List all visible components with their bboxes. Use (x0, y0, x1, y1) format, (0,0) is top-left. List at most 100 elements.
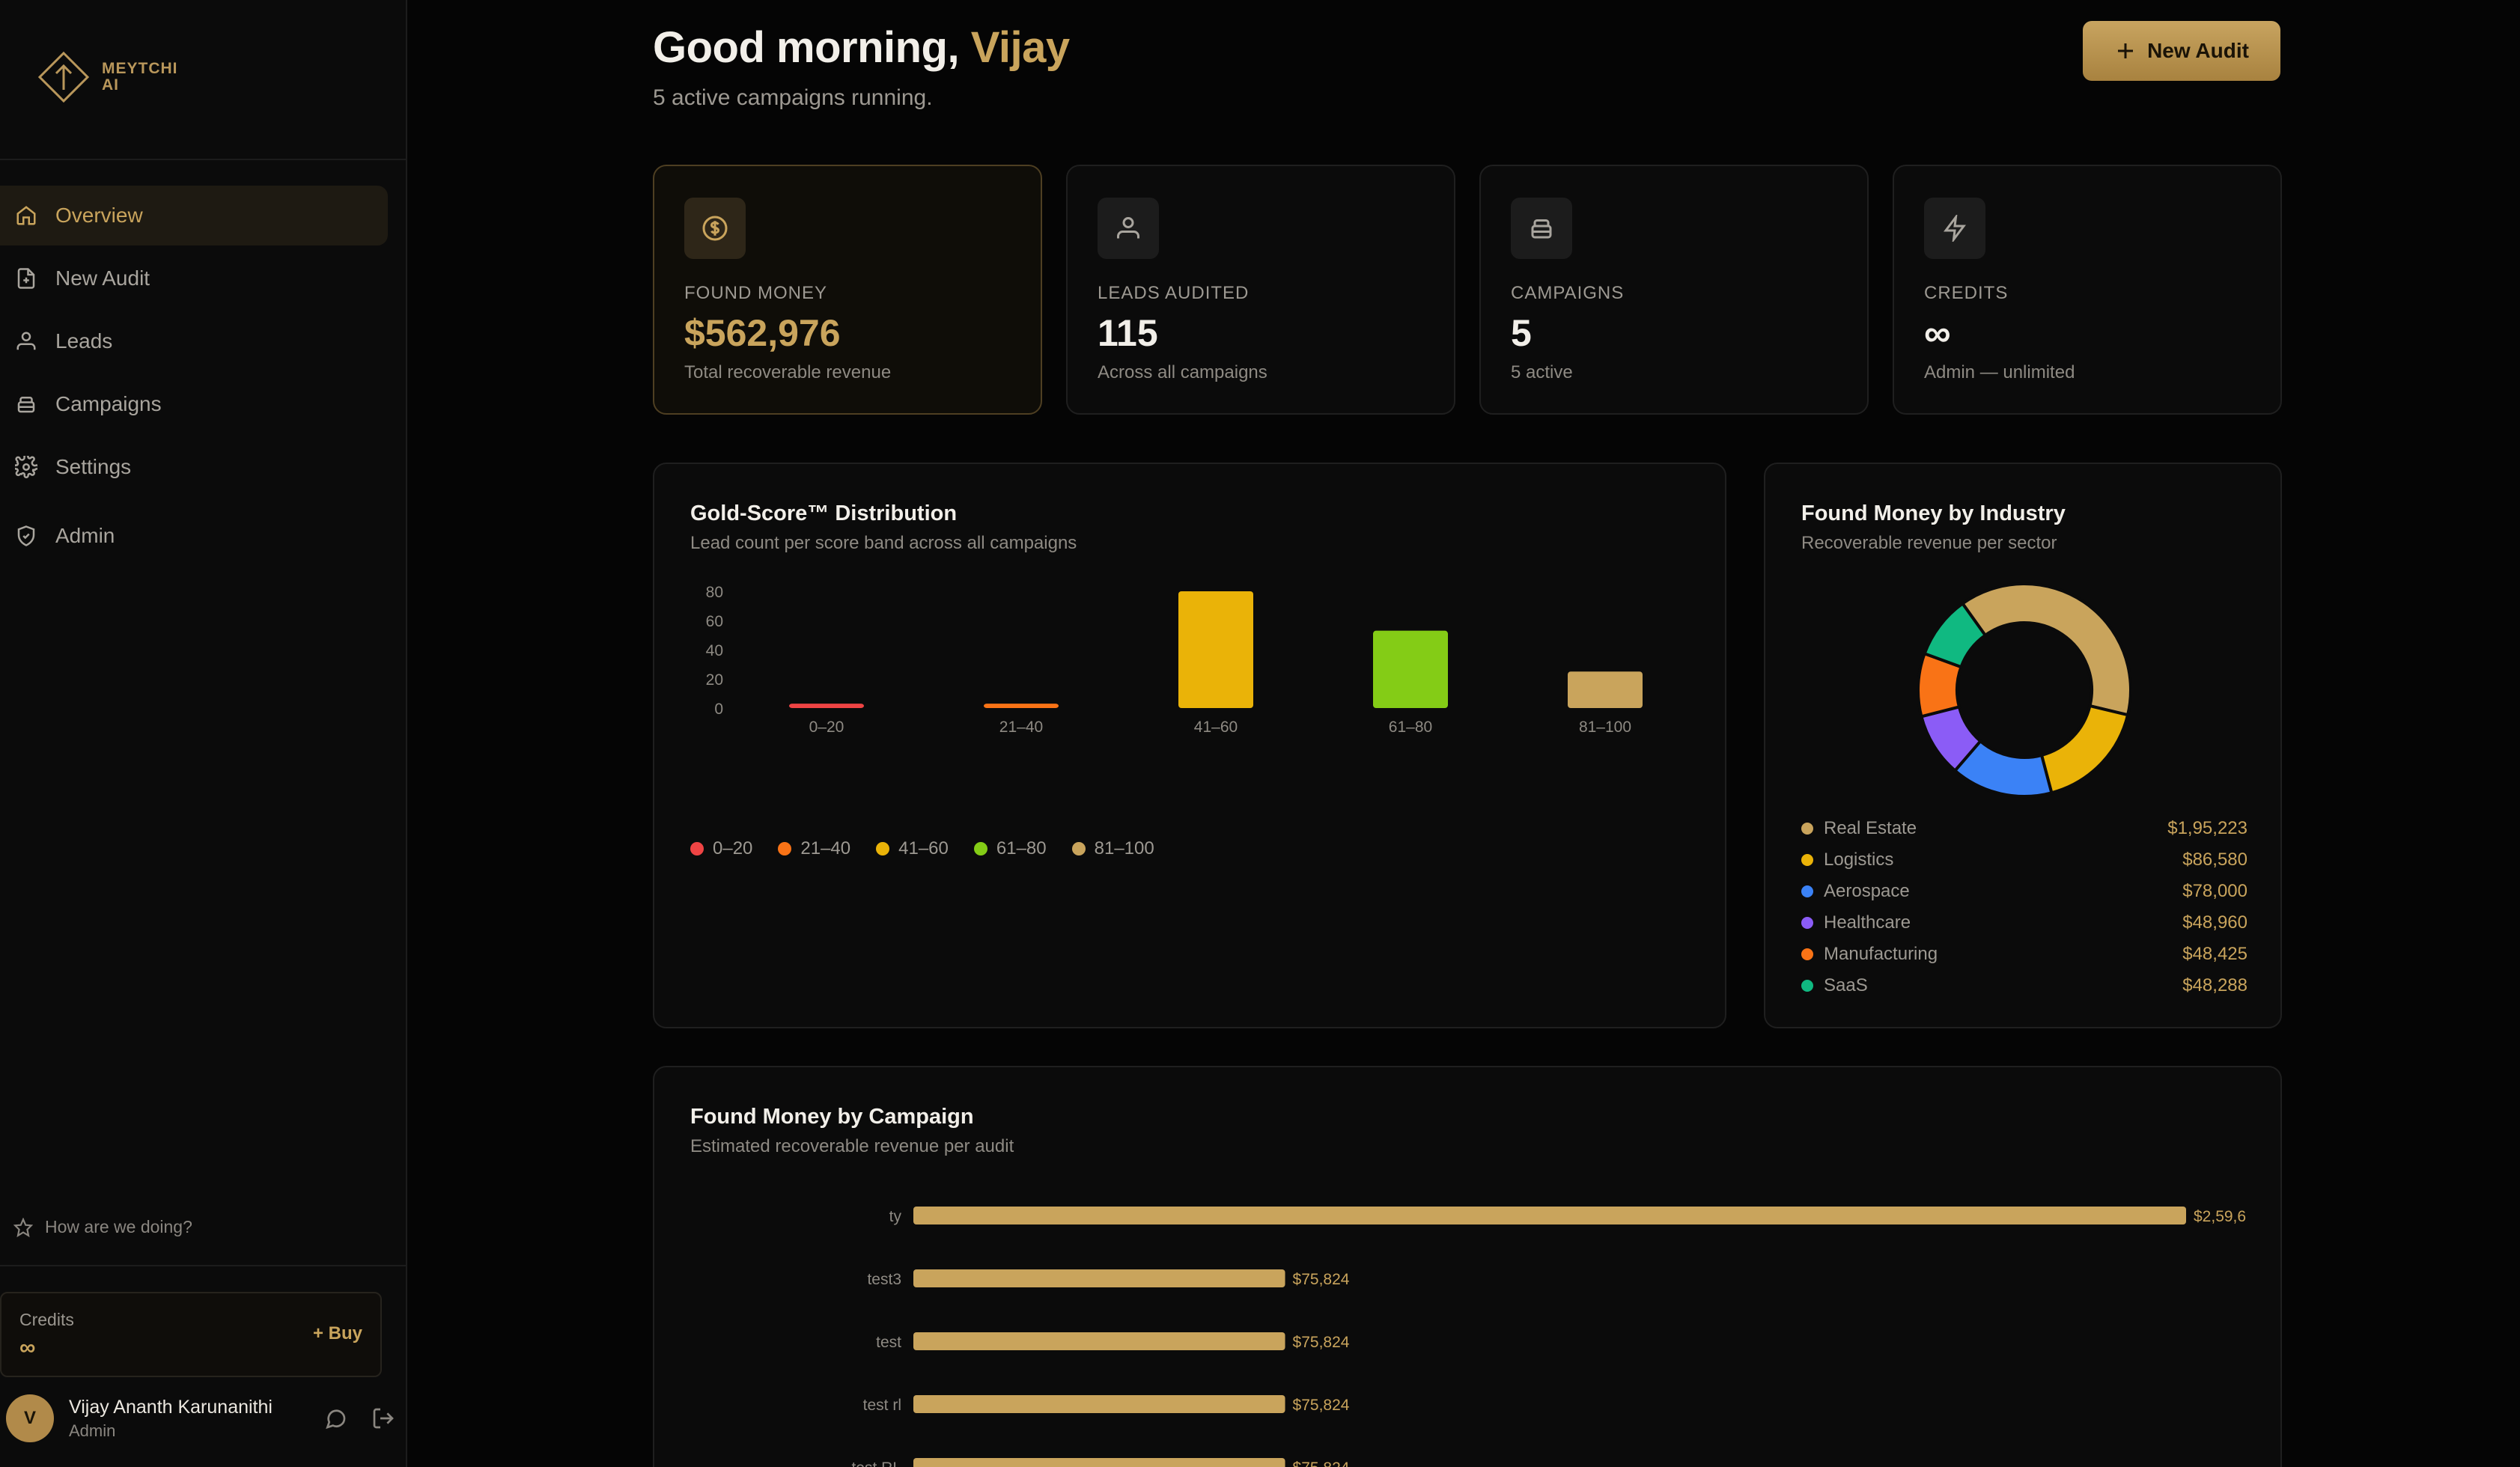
y-tick-label: 0 (714, 701, 723, 718)
brand-line-1: MEYTCHI (102, 60, 178, 77)
industry-label-group: Logistics (1801, 850, 1893, 870)
feedback-label: How are we doing? (45, 1217, 192, 1236)
bar[interactable] (984, 704, 1059, 708)
chart-subtitle: Recoverable revenue per sector (1801, 533, 2057, 553)
sidebar-divider-bottom (0, 1265, 407, 1266)
legend-swatch (1801, 854, 1813, 866)
bar[interactable] (1568, 671, 1643, 708)
legend-swatch (1801, 917, 1813, 929)
bar[interactable] (913, 1332, 1285, 1350)
industry-row[interactable]: Aerospace $78,000 (1801, 876, 2247, 907)
sidebar-item-overview[interactable]: Overview (0, 186, 388, 245)
sidebar-item-label: Admin (55, 524, 115, 547)
user-name: Vijay Ananth Karunanithi (69, 1396, 273, 1418)
users-icon (1117, 217, 1139, 239)
stat-card-campaigns: CAMPAIGNS 5 5 active (1479, 165, 1869, 415)
industry-value: $48,960 (2182, 912, 2247, 933)
industry-row[interactable]: Healthcare $48,960 (1801, 907, 2247, 939)
shield-icon (17, 525, 35, 546)
industry-legend: Real Estate $1,95,223 Logistics $86,580 Aero… (1801, 813, 2247, 1001)
industry-row[interactable]: Manufacturing $48,425 (1801, 939, 2247, 970)
legend-label: 61–80 (996, 838, 1047, 858)
score-distribution-panel: Gold-Score™ Distribution Lead count per … (653, 463, 1726, 1028)
user-profile: V Vijay Ananth Karunanithi Admin (6, 1394, 395, 1443)
industry-label-group: Healthcare (1801, 912, 1911, 933)
y-tick-label: 40 (706, 642, 723, 659)
legend-item[interactable]: 41–60 (876, 838, 949, 859)
brand-logo[interactable]: MEYTCHI AI (37, 51, 178, 103)
chart-title: Gold-Score™ Distribution (690, 501, 958, 525)
sidebar-item-settings[interactable]: Settings (0, 437, 388, 497)
donut-slice[interactable] (2039, 704, 2130, 795)
donut-slice[interactable] (1960, 582, 2132, 717)
stat-icon-box (684, 198, 746, 259)
user-role: Admin (69, 1421, 116, 1440)
data-label: $75,824 (1293, 1460, 1350, 1467)
chart-legend: 0–20 21–40 41–60 61–80 81–100 (690, 838, 1154, 859)
bar[interactable] (913, 1395, 1285, 1413)
industry-row[interactable]: Logistics $86,580 (1801, 844, 2247, 876)
dollar-icon (702, 216, 728, 241)
stat-sub: Admin — unlimited (1924, 362, 2075, 382)
new-audit-button[interactable]: New Audit (2083, 21, 2280, 81)
campaign-panel: Found Money by Campaign Estimated recove… (653, 1066, 2282, 1467)
layers-icon (17, 397, 35, 413)
sidebar-nav: Overview New Audit Leads Campaigns Setti… (0, 186, 388, 566)
legend-swatch (690, 842, 704, 856)
sidebar-item-leads[interactable]: Leads (0, 311, 388, 371)
chart-title: Found Money by Campaign (690, 1105, 974, 1129)
chat-icon[interactable] (323, 1406, 347, 1430)
industry-row[interactable]: Real Estate $1,95,223 (1801, 813, 2247, 844)
legend-swatch (973, 842, 987, 856)
stat-card-found-money: FOUND MONEY $562,976 Total recoverable r… (653, 165, 1042, 415)
legend-item[interactable]: 81–100 (1071, 838, 1154, 859)
industry-value: $78,000 (2182, 881, 2247, 901)
bar[interactable] (789, 704, 864, 708)
industry-label-group: Manufacturing (1801, 944, 1938, 965)
bar[interactable] (1178, 591, 1253, 708)
industry-name: Healthcare (1824, 912, 1911, 933)
legend-item[interactable]: 61–80 (973, 838, 1047, 859)
avatar[interactable]: V (6, 1394, 54, 1442)
industry-name: SaaS (1824, 975, 1868, 995)
feedback-link[interactable]: How are we doing? (13, 1217, 192, 1237)
industry-name: Manufacturing (1824, 944, 1938, 964)
industry-value: $48,288 (2182, 975, 2247, 995)
industry-label-group: Real Estate (1801, 818, 1917, 839)
industry-row[interactable]: SaaS $48,288 (1801, 970, 2247, 1001)
bar[interactable] (913, 1207, 2186, 1224)
sidebar-item-label: Leads (55, 329, 113, 353)
sidebar-item-admin[interactable]: Admin (0, 506, 388, 566)
stat-sub: Total recoverable revenue (684, 362, 892, 382)
credits-label: Credits (19, 1310, 74, 1329)
stat-card-credits: CREDITS ∞ Admin — unlimited (1893, 165, 2282, 415)
greeting-text: Good morning, (653, 23, 971, 72)
x-tick-label: 61–80 (1389, 719, 1432, 736)
layers-icon (1531, 219, 1552, 239)
legend-item[interactable]: 21–40 (778, 838, 850, 859)
bar[interactable] (913, 1458, 1285, 1467)
legend-item[interactable]: 0–20 (690, 838, 752, 859)
bar[interactable] (913, 1269, 1285, 1287)
nav-spacer (0, 497, 388, 506)
donut-slice[interactable] (1923, 601, 1988, 669)
greeting-name: Vijay (970, 23, 1070, 72)
bolt-icon (1944, 215, 1966, 242)
legend-swatch (1801, 980, 1813, 992)
stat-icon-box (1098, 198, 1159, 259)
user-actions (323, 1406, 395, 1430)
data-label: $75,824 (1293, 1397, 1350, 1414)
bar[interactable] (1373, 630, 1448, 708)
industry-value: $86,580 (2182, 850, 2247, 870)
y-tick-label: 60 (706, 613, 723, 630)
logout-icon[interactable] (371, 1406, 395, 1430)
x-tick-label: 41–60 (1194, 719, 1238, 736)
y-tick-label: 80 (706, 584, 723, 601)
sidebar-item-label: Campaigns (55, 392, 162, 415)
legend-label: 21–40 (800, 838, 851, 858)
sidebar-item-new-audit[interactable]: New Audit (0, 248, 388, 308)
legend-swatch (876, 842, 890, 856)
industry-label-group: SaaS (1801, 975, 1868, 996)
buy-credits-button[interactable]: + Buy (312, 1323, 362, 1344)
sidebar-item-campaigns[interactable]: Campaigns (0, 374, 388, 434)
